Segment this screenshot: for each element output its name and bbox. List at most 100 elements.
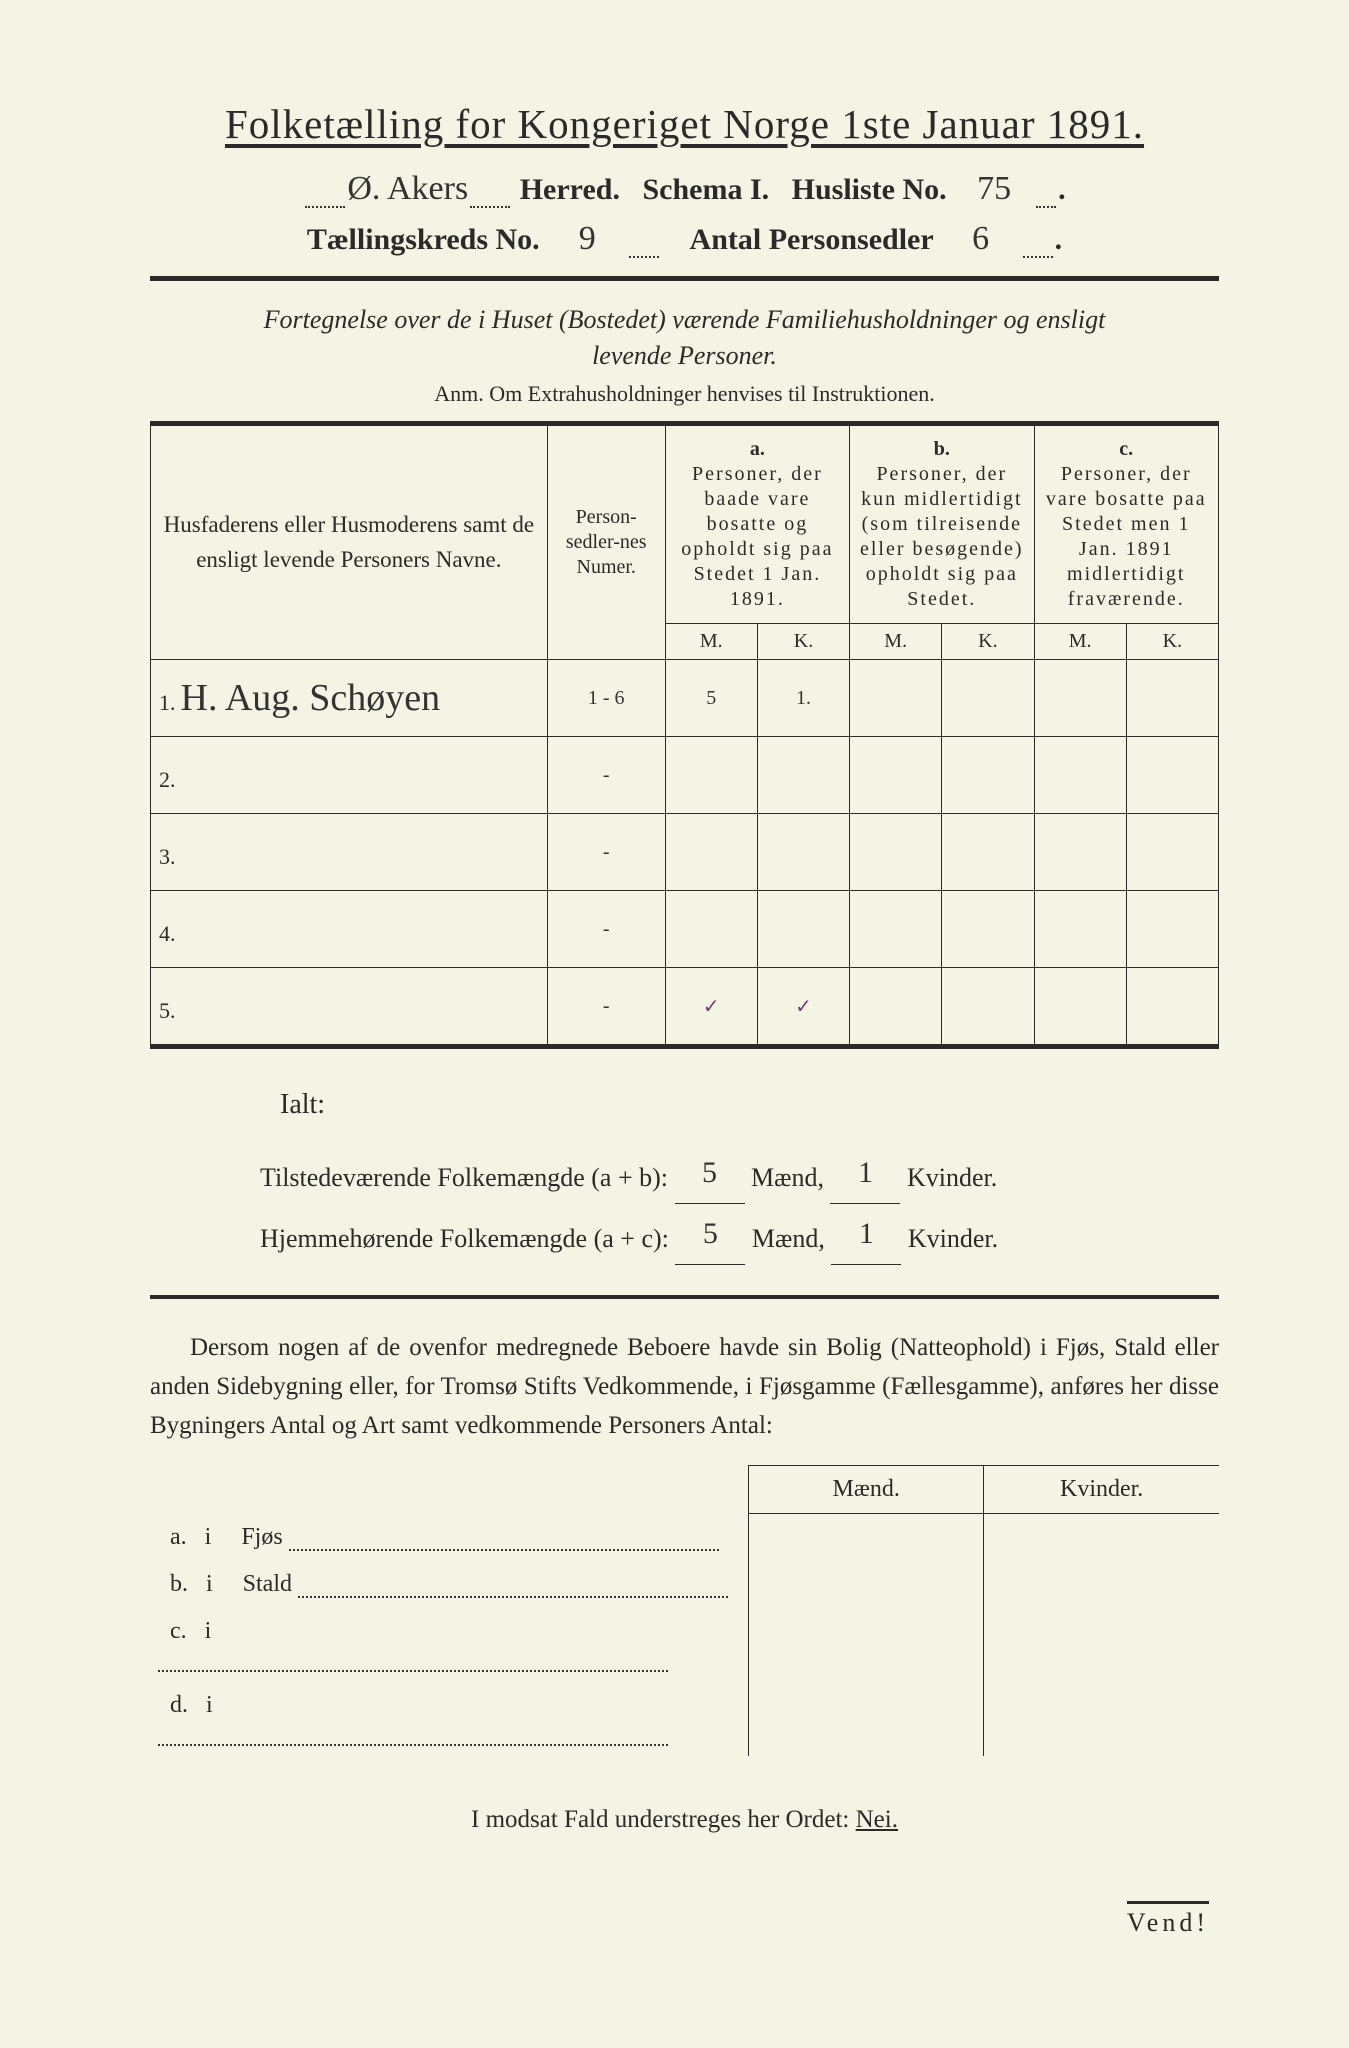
main-table: Husfaderens eller Husmoderens samt de en… — [150, 421, 1219, 1049]
sub-row-k — [984, 1682, 1219, 1756]
row-aK: 1. — [757, 660, 849, 737]
schema-label: Schema I. — [642, 173, 769, 206]
sub-row-label: c. i — [150, 1608, 749, 1682]
row-aM — [665, 891, 757, 968]
row-bK — [942, 968, 1034, 1047]
row-num: - — [547, 968, 665, 1047]
row-num: - — [547, 737, 665, 814]
header-line-1: Ø. Akers Herred. Schema I. Husliste No. … — [150, 170, 1219, 208]
col-num-header: Person-sedler-nes Numer. — [547, 424, 665, 660]
table-row: 4. - — [151, 891, 1219, 968]
col-a-m: M. — [665, 624, 757, 660]
total-2-k: 1 — [831, 1204, 901, 1265]
row-cM — [1034, 737, 1126, 814]
sub-row-m — [749, 1514, 984, 1561]
kreds-value: 9 — [547, 220, 627, 258]
row-bM — [850, 814, 942, 891]
sub-row-k — [984, 1514, 1219, 1561]
sub-table-row: b. i Stald — [150, 1561, 1219, 1608]
sub-row-m — [749, 1561, 984, 1608]
row-aK — [757, 891, 849, 968]
sub-row-label: a. i Fjøs — [150, 1514, 749, 1561]
table-row: 1. H. Aug. Schøyen1 - 651. — [151, 660, 1219, 737]
row-cM — [1034, 814, 1126, 891]
row-cK — [1126, 660, 1218, 737]
row-aM — [665, 737, 757, 814]
totals-block: Ialt: Tilstedeværende Folkemængde (a + b… — [260, 1077, 1219, 1265]
sub-row-m — [749, 1682, 984, 1756]
anm-note: Anm. Om Extrahusholdninger henvises til … — [150, 381, 1219, 407]
col-name-header: Husfaderens eller Husmoderens samt de en… — [151, 424, 548, 660]
table-row: 3. - — [151, 814, 1219, 891]
sub-table: Mænd. Kvinder. a. i Fjøs b. i Stald c. i… — [150, 1465, 1219, 1756]
col-a-k: K. — [757, 624, 849, 660]
row-cK — [1126, 968, 1218, 1047]
husliste-value: 75 — [954, 170, 1034, 208]
census-form-page: Folketælling for Kongeriget Norge 1ste J… — [0, 0, 1349, 2048]
col-b-m: M. — [850, 624, 942, 660]
sub-maend-header: Mænd. — [749, 1466, 984, 1514]
row-bM — [850, 737, 942, 814]
table-row: 2. - — [151, 737, 1219, 814]
subtitle-2: levende Personer. — [150, 341, 1219, 371]
page-title: Folketælling for Kongeriget Norge 1ste J… — [150, 100, 1219, 148]
ialt-label: Ialt: — [280, 1077, 1219, 1133]
sub-row-m — [749, 1608, 984, 1682]
husliste-label: Husliste No. — [792, 173, 947, 206]
row-name: 5. — [151, 968, 548, 1047]
row-bM — [850, 968, 942, 1047]
total-2-m: 5 — [675, 1204, 745, 1265]
rule-1 — [150, 276, 1219, 281]
sub-row-label: d. i — [150, 1682, 749, 1756]
row-num: - — [547, 814, 665, 891]
row-name: 2. — [151, 737, 548, 814]
paragraph: Dersom nogen af de ovenfor medregnede Be… — [150, 1329, 1219, 1445]
sub-kvinder-header: Kvinder. — [984, 1466, 1219, 1514]
col-c-k: K. — [1126, 624, 1218, 660]
table-row: 5. -✓✓ — [151, 968, 1219, 1047]
antal-value: 6 — [941, 220, 1021, 258]
sub-table-row: a. i Fjøs — [150, 1514, 1219, 1561]
row-num: 1 - 6 — [547, 660, 665, 737]
nei-line: I modsat Fald understreges her Ordet: Ne… — [150, 1806, 1219, 1834]
row-cM — [1034, 891, 1126, 968]
row-bK — [942, 737, 1034, 814]
sub-row-k — [984, 1561, 1219, 1608]
row-cK — [1126, 814, 1218, 891]
row-bM — [850, 891, 942, 968]
col-c-m: M. — [1034, 624, 1126, 660]
herred-label: Herred. — [520, 173, 620, 206]
row-bK — [942, 814, 1034, 891]
vend-label: Vend! — [1127, 1901, 1209, 1938]
row-cM — [1034, 968, 1126, 1047]
row-cK — [1126, 737, 1218, 814]
row-bK — [942, 660, 1034, 737]
rule-2 — [150, 1295, 1219, 1299]
col-c-header: c. Personer, der vare bosatte paa Stedet… — [1034, 424, 1219, 624]
subtitle-1: Fortegnelse over de i Huset (Bostedet) v… — [150, 305, 1219, 335]
sub-row-k — [984, 1608, 1219, 1682]
herred-value: Ø. Akers — [347, 170, 468, 208]
row-bM — [850, 660, 942, 737]
antal-label: Antal Personsedler — [690, 223, 934, 256]
total-1-k: 1 — [830, 1143, 900, 1204]
sub-table-row: d. i — [150, 1682, 1219, 1756]
row-name: 4. — [151, 891, 548, 968]
row-bK — [942, 891, 1034, 968]
kreds-label: Tællingskreds No. — [307, 223, 540, 256]
row-name: 3. — [151, 814, 548, 891]
sub-table-row: c. i — [150, 1608, 1219, 1682]
header-line-2: Tællingskreds No. 9 Antal Personsedler 6… — [150, 220, 1219, 258]
row-name: 1. H. Aug. Schøyen — [151, 660, 548, 737]
totals-line-1: Tilstedeværende Folkemængde (a + b): 5 M… — [260, 1143, 1219, 1204]
col-b-k: K. — [942, 624, 1034, 660]
row-cM — [1034, 660, 1126, 737]
row-aK: ✓ — [757, 968, 849, 1047]
totals-line-2: Hjemmehørende Folkemængde (a + c): 5 Mæn… — [260, 1204, 1219, 1265]
row-aM — [665, 814, 757, 891]
row-aM: ✓ — [665, 968, 757, 1047]
row-cK — [1126, 891, 1218, 968]
sub-row-label: b. i Stald — [150, 1561, 749, 1608]
row-aK — [757, 737, 849, 814]
col-a-header: a. Personer, der baade vare bosatte og o… — [665, 424, 849, 624]
